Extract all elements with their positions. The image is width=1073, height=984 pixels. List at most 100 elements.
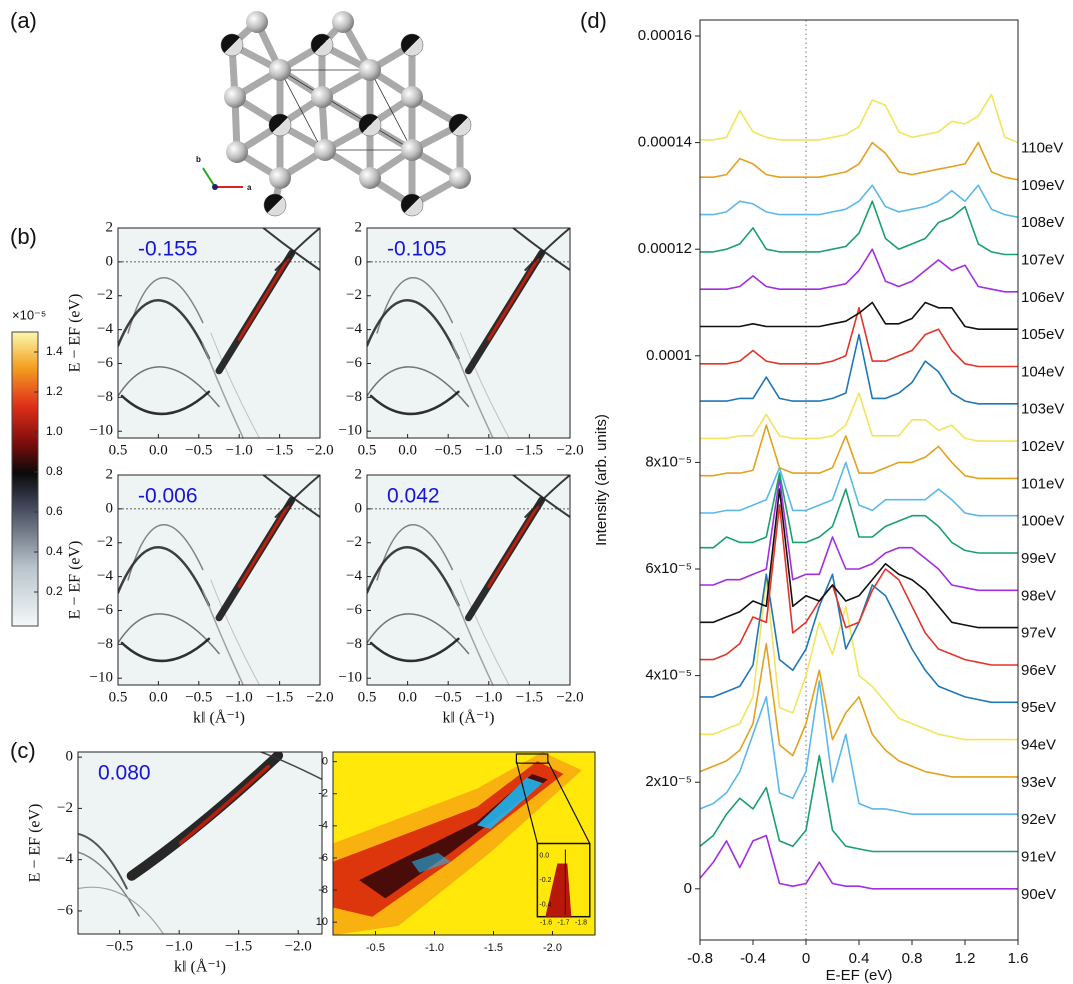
spectrum-line: [700, 488, 1018, 629]
plot-frame: [77, 751, 323, 935]
series-label: 90eV: [1021, 886, 1056, 903]
band: [202, 589, 244, 685]
inset-x-tick-label: -1.6: [540, 920, 552, 927]
zoom-line: [547, 760, 591, 844]
band: [524, 475, 570, 518]
band: [451, 342, 494, 438]
y-tick-label: 2: [106, 219, 114, 235]
panel-label: (b): [10, 224, 37, 249]
colorbar-tick-label: 0.2: [46, 584, 63, 598]
x-tick-label: −1.0: [166, 938, 193, 954]
x-tick-label: −1.5: [266, 442, 293, 458]
y-tick-label: −8: [346, 636, 362, 652]
y-tick-label: −8: [97, 389, 113, 405]
y-tick-label: 10: [316, 916, 328, 928]
annotation: 0.080: [98, 762, 151, 785]
band: [118, 613, 220, 655]
series-label: 104eV: [1021, 363, 1064, 380]
series-label: 102eV: [1021, 438, 1064, 455]
band: [367, 299, 460, 360]
band: [369, 390, 460, 416]
y-tick-label: −2: [346, 287, 362, 303]
plot-frame: [366, 227, 571, 439]
y-tick-label: 0.00016: [638, 27, 692, 44]
band: [210, 579, 260, 685]
band: [367, 546, 460, 607]
x-tick-label: −2.0: [306, 689, 333, 705]
band: [459, 332, 510, 438]
spectrum-line: [700, 461, 1018, 517]
y-tick-label: -4: [318, 820, 328, 832]
series-label: 103eV: [1021, 401, 1064, 418]
series-label: 96eV: [1021, 662, 1056, 679]
y-tick-label: 2: [355, 466, 363, 482]
y-tick-label: −4: [97, 321, 113, 337]
y-tick-label: −6: [346, 355, 362, 371]
heatmap-image: [367, 228, 570, 438]
band: [120, 390, 211, 416]
atom: [401, 139, 423, 161]
spectrum-line: [699, 680, 1018, 815]
band: [512, 228, 570, 271]
series-label: 107eV: [1021, 251, 1064, 268]
atom: [400, 33, 424, 57]
series-label: 109eV: [1021, 177, 1064, 194]
atom: [263, 193, 287, 217]
y-tick-label: 0.00012: [638, 240, 692, 257]
x-tick-label: −2.0: [306, 442, 333, 458]
band: [127, 277, 204, 334]
band: [78, 832, 128, 890]
x-tick-label: 0.0: [149, 442, 168, 458]
x-tick-label: 0: [802, 950, 810, 967]
y-tick-label: 2x10⁻⁵: [645, 773, 692, 790]
y-tick-label: −6: [57, 902, 73, 918]
x-tick-label: −1.0: [226, 442, 253, 458]
y-tick-label: -2: [318, 788, 328, 800]
axis-origin: [212, 184, 218, 190]
x-axis-label: E-EF (eV): [826, 967, 893, 984]
y-tick-label: 2: [355, 219, 363, 235]
series-label: 99eV: [1021, 550, 1056, 567]
band: [367, 613, 470, 655]
spectrum-line: [699, 754, 1018, 853]
band: [178, 764, 271, 845]
y-axis-label: E − EF (eV): [67, 294, 84, 373]
x-axis-label: k‖ (Å⁻¹): [193, 709, 245, 727]
x-tick-label: −0.5: [435, 442, 462, 458]
band: [376, 524, 454, 581]
colorbar-tick-label: 0.4: [46, 544, 63, 558]
spectrum-line: [699, 834, 1018, 890]
y-tick-label: 0: [322, 756, 328, 768]
x-tick-label: −0.5: [435, 689, 462, 705]
heatmap-bg: [78, 752, 322, 934]
x-tick-label: 0.5: [109, 689, 128, 705]
heatmap-image: [118, 475, 320, 685]
band: [118, 366, 220, 408]
series-label: 105eV: [1021, 326, 1064, 343]
band: [376, 277, 454, 334]
x-axis-label: k‖ (Å⁻¹): [174, 958, 226, 976]
annotation: 0.042: [387, 485, 440, 508]
y-tick-label: 0.00014: [638, 134, 692, 151]
series-label: 92eV: [1021, 811, 1056, 828]
spectrum-line: [700, 392, 1018, 442]
band: [262, 475, 320, 518]
spectrum-line: [700, 573, 1018, 704]
band: [369, 637, 460, 663]
x-tick-label: -1.0: [425, 942, 444, 954]
y-tick-label: 0: [106, 253, 114, 269]
band: [459, 579, 510, 685]
band: [274, 475, 320, 518]
spectrum-line: [699, 642, 1018, 778]
x-tick-label: −1.5: [516, 689, 543, 705]
band: [260, 752, 322, 781]
x-tick-label: -2.0: [543, 942, 562, 954]
x-tick-label: -0.4: [740, 950, 766, 967]
zoom-line: [515, 761, 538, 844]
x-tick-label: 0.8: [902, 950, 923, 967]
y-tick-label: −10: [339, 670, 362, 686]
panel-label: (d): [580, 8, 607, 33]
y-tick-label: 0: [684, 880, 692, 897]
x-tick-label: -0.8: [687, 950, 713, 967]
x-tick-label: 0.0: [398, 689, 417, 705]
